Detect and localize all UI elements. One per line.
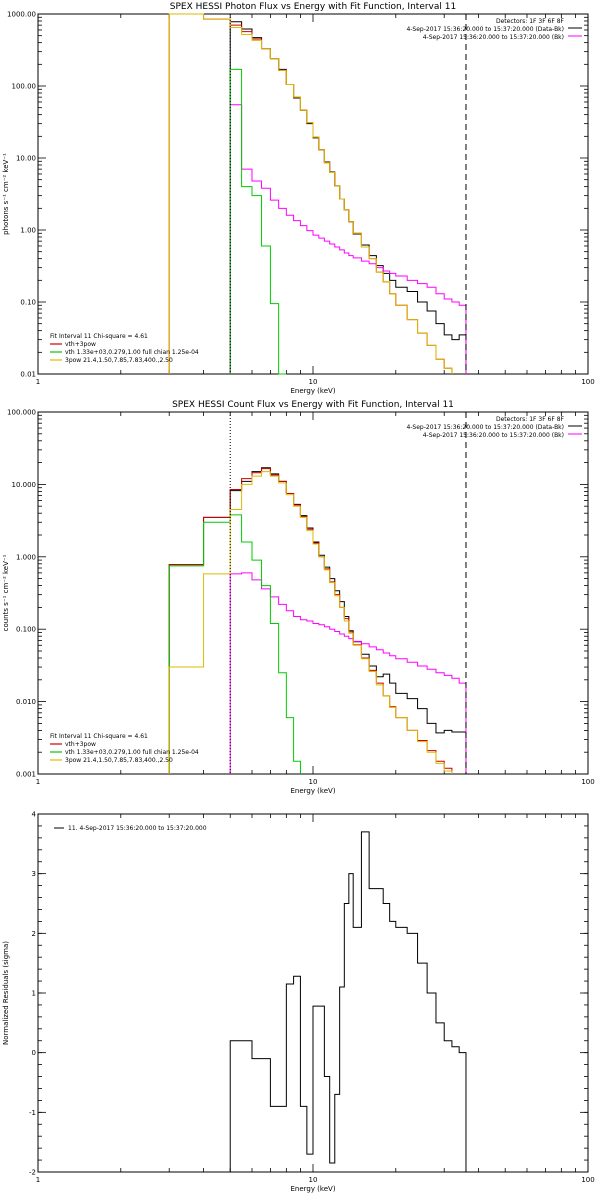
fit-info: Fit Interval 11 Chi-square = 4.61	[50, 733, 148, 740]
legend-label: vth+3pow	[65, 341, 96, 348]
info-line: 4-Sep-2017 15:36:20.000 to 15:37:20.000 …	[423, 432, 564, 439]
y-tick-label: 0.01	[20, 371, 36, 379]
x-axis-label: Energy (keV)	[290, 1185, 335, 1193]
x-tick-label: 100	[581, 378, 594, 386]
series-line-residuals	[229, 831, 467, 1172]
x-tick-label: 1	[36, 778, 40, 786]
y-tick-label: 0.001	[16, 771, 36, 779]
y-tick-label: -2	[29, 1169, 36, 1177]
legend-label: vth+3pow	[65, 741, 96, 748]
x-axis-label: Energy (keV)	[290, 387, 335, 395]
series-line-vth	[229, 68, 287, 375]
info-line: 4-Sep-2017 15:36:20.000 to 15:37:20.000 …	[406, 424, 564, 431]
x-tick-label: 1	[36, 1176, 40, 1184]
info-line: 4-Sep-2017 15:36:20.000 to 15:37:20.000 …	[423, 34, 564, 41]
x-tick-label: 100	[581, 778, 594, 786]
y-tick-label: 2	[32, 930, 36, 938]
x-tick-label: 10	[309, 1176, 318, 1184]
fit-info: Fit Interval 11 Chi-square = 4.61	[50, 333, 148, 340]
y-tick-label: 1	[32, 990, 36, 998]
info-line: 4-Sep-2017 15:36:20.000 to 15:37:20.000 …	[406, 26, 564, 33]
series-line-data-bk	[168, 467, 467, 774]
legend-label: 11. 4-Sep-2017 15:36:20.000 to 15:37:20.…	[68, 825, 207, 832]
y-tick-label: 100.00	[12, 83, 37, 91]
legend-label: 3pow 21.4,1.50,7.85,7.83,400.,2.50	[65, 357, 173, 364]
y-tick-label: 1000.00	[7, 11, 36, 19]
legend-label: vth 1.33e+03,0.279,1.00 full chian 1.25e…	[65, 749, 199, 756]
series-line-bk	[229, 104, 467, 374]
chart-panel-2: SPEX HESSI Count Flux vs Energy with Fit…	[2, 400, 595, 795]
x-tick-label: 10	[309, 378, 318, 386]
y-axis-label: counts s⁻¹ cm⁻² keV⁻¹	[2, 554, 10, 631]
y-axis-label: photons s⁻¹ cm⁻² keV⁻¹	[2, 153, 10, 235]
y-tick-label: 100.000	[7, 409, 36, 417]
y-tick-label: 0.010	[16, 698, 36, 706]
x-axis-label: Energy (keV)	[290, 787, 335, 795]
y-tick-label: 4	[32, 811, 37, 819]
chart-title: SPEX HESSI Photon Flux vs Energy with Fi…	[170, 2, 456, 12]
info-line: Detectors: 1F 3F 6F 8F	[496, 18, 565, 25]
y-tick-label: 3	[32, 870, 36, 878]
legend-label: vth 1.33e+03,0.279,1.00 full chian 1.25e…	[65, 349, 199, 356]
x-tick-label: 1	[36, 378, 40, 386]
x-tick-label: 100	[581, 1176, 594, 1184]
y-axis-label: Normalized Residuals (sigma)	[2, 941, 10, 1045]
y-tick-label: 1.000	[16, 553, 36, 561]
y-tick-label: 10.000	[12, 481, 37, 489]
y-tick-label: 0	[32, 1049, 36, 1057]
chart-panel-3: 1 10 100 -2 -1 0 1 2 3 4 Energy (keV) Normalized Re…	[2, 811, 595, 1194]
y-tick-label: -1	[29, 1109, 36, 1117]
y-tick-label: 0.100	[16, 626, 36, 634]
x-tick-label: 10	[309, 778, 318, 786]
plot-frame	[37, 13, 589, 375]
y-tick-label: 1.00	[20, 227, 36, 235]
series-line-bk	[229, 572, 467, 774]
series-line-data-bk	[229, 21, 467, 374]
legend-label: 3pow 21.4,1.50,7.85,7.83,400.,2.50	[65, 757, 173, 764]
y-tick-label: 0.10	[20, 299, 36, 307]
series-line-3pow	[168, 471, 453, 774]
series-line-3pow	[168, 13, 453, 374]
chart-title: SPEX HESSI Count Flux vs Energy with Fit…	[172, 400, 454, 410]
info-line: Detectors: 1F 3F 6F 8F	[496, 416, 565, 423]
plot-frame	[37, 411, 589, 775]
y-tick-label: 10.00	[16, 155, 36, 163]
series-line-vth	[168, 514, 301, 774]
chart-panel-1: SPEX HESSI Photon Flux vs Energy with Fi…	[2, 2, 595, 395]
